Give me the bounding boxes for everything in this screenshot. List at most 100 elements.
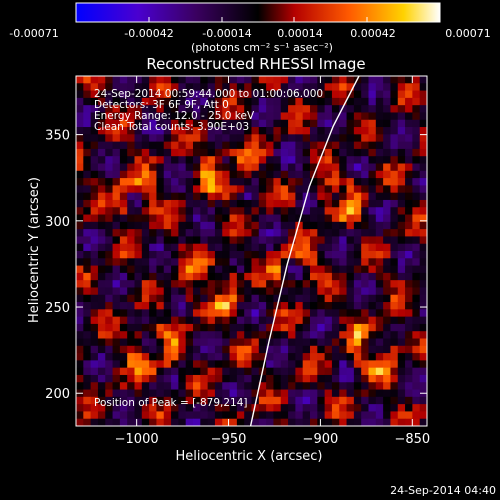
heatmap-cell (156, 367, 165, 376)
heatmap-cell (178, 272, 187, 281)
heatmap-cell (288, 251, 296, 259)
heatmap-cell (171, 404, 179, 412)
heatmap-cell (375, 287, 384, 296)
heatmap-cell (383, 127, 391, 135)
heatmap-cell (134, 148, 143, 157)
heatmap-cell (119, 389, 128, 398)
heatmap-cell (105, 243, 113, 252)
heatmap-cell (273, 192, 282, 201)
heatmap-cell (134, 280, 143, 288)
heatmap-cell (266, 338, 274, 347)
heatmap-cell (251, 411, 260, 420)
heatmap-cell (244, 192, 252, 201)
heatmap-cell (163, 294, 172, 303)
heatmap-cell (171, 374, 179, 383)
heatmap-cell (141, 323, 150, 332)
heatmap-cell (353, 294, 362, 303)
heatmap-cell (405, 119, 413, 128)
heatmap-cell (207, 185, 216, 194)
heatmap-cell (295, 199, 304, 208)
heatmap-cell (390, 76, 399, 84)
heatmap-cell (361, 185, 369, 194)
heatmap-cell (339, 178, 347, 186)
heatmap-cell (419, 83, 427, 91)
heatmap-cell (171, 302, 179, 310)
heatmap-cell (244, 134, 252, 143)
heatmap-cell (214, 229, 223, 237)
heatmap-cell (273, 141, 282, 150)
heatmap-cell (134, 170, 143, 179)
heatmap-cell (127, 258, 135, 266)
heatmap-cell (156, 243, 165, 252)
heatmap-cell (405, 316, 413, 325)
heatmap-cell (156, 272, 165, 281)
heatmap-cell (324, 367, 333, 376)
heatmap-cell (163, 119, 172, 128)
heatmap-cell (76, 76, 84, 84)
heatmap-cell (193, 221, 201, 230)
heatmap-cell (280, 251, 289, 259)
heatmap-cell (193, 207, 201, 215)
heatmap-cell (236, 97, 245, 106)
heatmap-cell (412, 382, 421, 390)
heatmap-cell (266, 280, 274, 288)
heatmap-cell (266, 323, 274, 332)
heatmap-cell (76, 192, 84, 201)
heatmap-cell (90, 418, 99, 426)
heatmap-cell (288, 302, 296, 310)
heatmap-cell (76, 309, 84, 318)
heatmap-cell (375, 382, 384, 390)
heatmap-cell (236, 309, 245, 318)
heatmap-cell (90, 374, 99, 383)
heatmap-cell (171, 141, 179, 150)
heatmap-cell (185, 141, 194, 150)
heatmap-cell (331, 396, 340, 405)
heatmap-cell (222, 272, 230, 281)
heatmap-cell (397, 156, 406, 164)
heatmap-cell (207, 97, 216, 106)
heatmap-cell (251, 338, 260, 347)
heatmap-cell (266, 389, 274, 398)
heatmap-cell (134, 83, 143, 91)
heatmap-cell (251, 229, 260, 237)
heatmap-cell (390, 265, 399, 274)
annotation-peak-position: Position of Peak = [-879,214] (94, 397, 248, 409)
heatmap-cell (222, 382, 230, 390)
heatmap-cell (171, 178, 179, 186)
heatmap-cell (251, 97, 260, 106)
heatmap-cell (273, 199, 282, 208)
heatmap-cell (214, 141, 223, 150)
heatmap-cell (200, 148, 209, 157)
heatmap-cell (171, 105, 179, 113)
heatmap-cell (288, 236, 296, 245)
heatmap-cell (163, 163, 172, 172)
heatmap-cell (141, 418, 150, 426)
heatmap-cell (207, 105, 216, 113)
heatmap-cell (90, 367, 99, 376)
heatmap-cell (412, 258, 421, 266)
heatmap-cell (412, 105, 421, 113)
heatmap-cell (368, 141, 377, 150)
heatmap-cell (324, 127, 333, 135)
heatmap-cell (324, 163, 333, 172)
heatmap-cell (178, 404, 187, 412)
heatmap-cell (405, 280, 413, 288)
heatmap-cell (236, 236, 245, 245)
heatmap-cell (141, 251, 150, 259)
heatmap-cell (119, 251, 128, 259)
heatmap-cell (185, 360, 194, 369)
heatmap-cell (310, 294, 318, 303)
heatmap-cell (229, 367, 238, 376)
heatmap-cell (368, 272, 377, 281)
heatmap-cell (419, 345, 427, 354)
heatmap-cell (258, 229, 267, 237)
heatmap-cell (163, 302, 172, 310)
heatmap-cell (317, 119, 326, 128)
heatmap-cell (156, 119, 165, 128)
heatmap-cell (339, 185, 347, 194)
heatmap-cell (134, 192, 143, 201)
heatmap-cell (397, 236, 406, 245)
heatmap-cell (83, 331, 92, 339)
heatmap-cell (222, 236, 230, 245)
heatmap-cell (368, 76, 377, 84)
